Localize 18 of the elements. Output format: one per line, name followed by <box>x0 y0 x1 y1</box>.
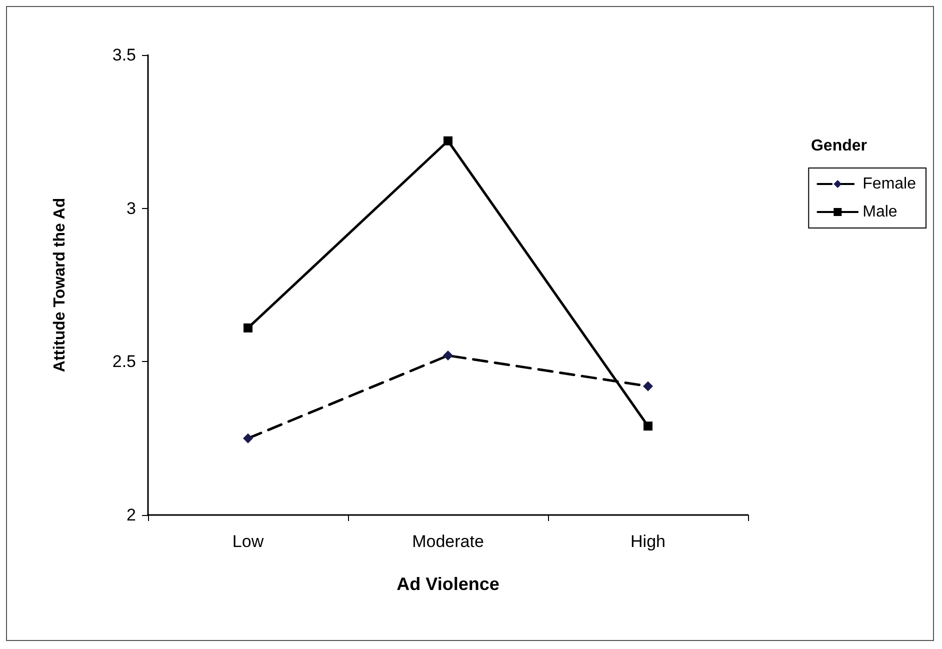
point <box>443 350 453 361</box>
x-tick-label: Low <box>232 532 264 551</box>
point <box>243 433 253 444</box>
point <box>444 136 452 146</box>
x-axis-title: Ad Violence <box>396 574 500 594</box>
point <box>644 422 652 431</box>
legend-label: Male <box>862 204 898 220</box>
y-tick-label: 3 <box>126 198 136 218</box>
y-axis-title: Attitude Toward the Ad <box>52 198 68 372</box>
point <box>643 381 653 392</box>
x-tick-label: Moderate <box>412 532 484 551</box>
point <box>244 323 252 332</box>
legend-title: Gender <box>810 138 867 154</box>
y-tick-label: 2.5 <box>112 352 136 372</box>
x-tick-label: High <box>630 532 666 551</box>
legend-label: Female <box>862 176 916 192</box>
y-tick-label: 3.5 <box>112 46 136 64</box>
y-tick-label: 2 <box>126 506 136 524</box>
